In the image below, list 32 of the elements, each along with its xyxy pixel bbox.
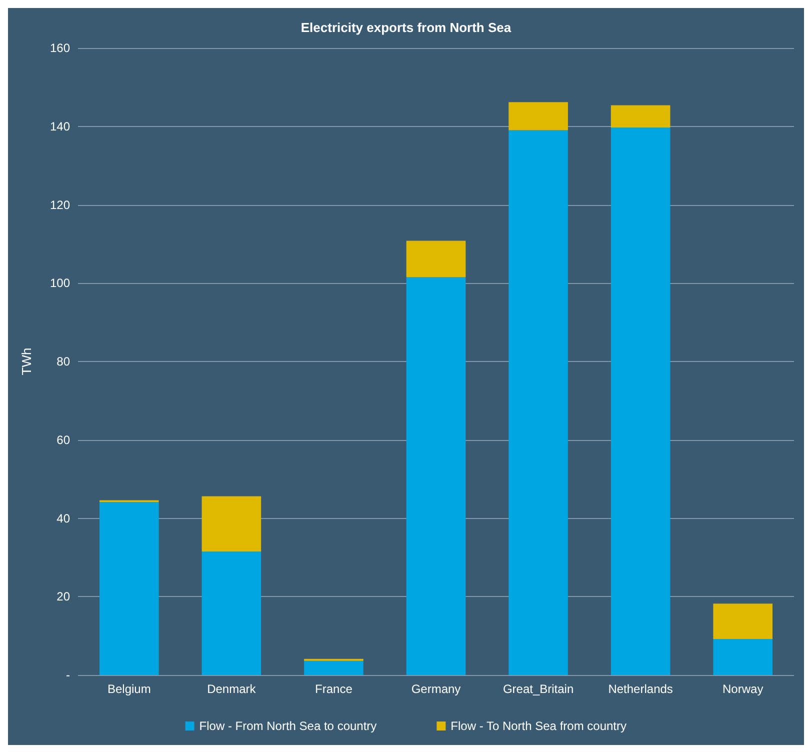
y-tick-label: 80 <box>56 354 70 368</box>
chart-title: Electricity exports from North Sea <box>300 20 512 35</box>
bar <box>713 638 773 675</box>
x-tick-label: Norway <box>722 682 764 696</box>
x-tick-label: Denmark <box>207 682 257 696</box>
y-tick-label: 60 <box>56 432 70 447</box>
bar <box>508 102 568 130</box>
bar <box>610 105 670 128</box>
x-tick-label: Germany <box>411 682 461 696</box>
y-tick-label: 40 <box>56 511 70 526</box>
bar <box>304 660 364 675</box>
bar <box>610 128 670 675</box>
y-tick-label: 120 <box>50 198 70 212</box>
x-tick-label: Netherlands <box>608 682 673 696</box>
bar <box>202 552 262 675</box>
x-tick-label: France <box>315 682 353 696</box>
legend-label: Flow - To North Sea from country <box>450 719 627 733</box>
bar <box>713 604 773 639</box>
y-tick-label: 100 <box>50 276 70 290</box>
y-tick-label: 160 <box>50 41 70 55</box>
y-tick-label: 140 <box>50 119 70 134</box>
y-tick-label: 20 <box>56 590 70 604</box>
y-tick-label: - <box>66 668 70 682</box>
bar <box>406 277 466 675</box>
y-axis-title: TWh <box>19 348 34 376</box>
x-tick-label: Belgium <box>107 682 151 696</box>
bar <box>202 496 262 552</box>
bar <box>406 240 466 278</box>
x-tick-label: Great_Britain <box>502 682 574 696</box>
bar <box>99 502 159 675</box>
legend-label: Flow - From North Sea to country <box>199 719 377 733</box>
bar <box>508 130 568 675</box>
